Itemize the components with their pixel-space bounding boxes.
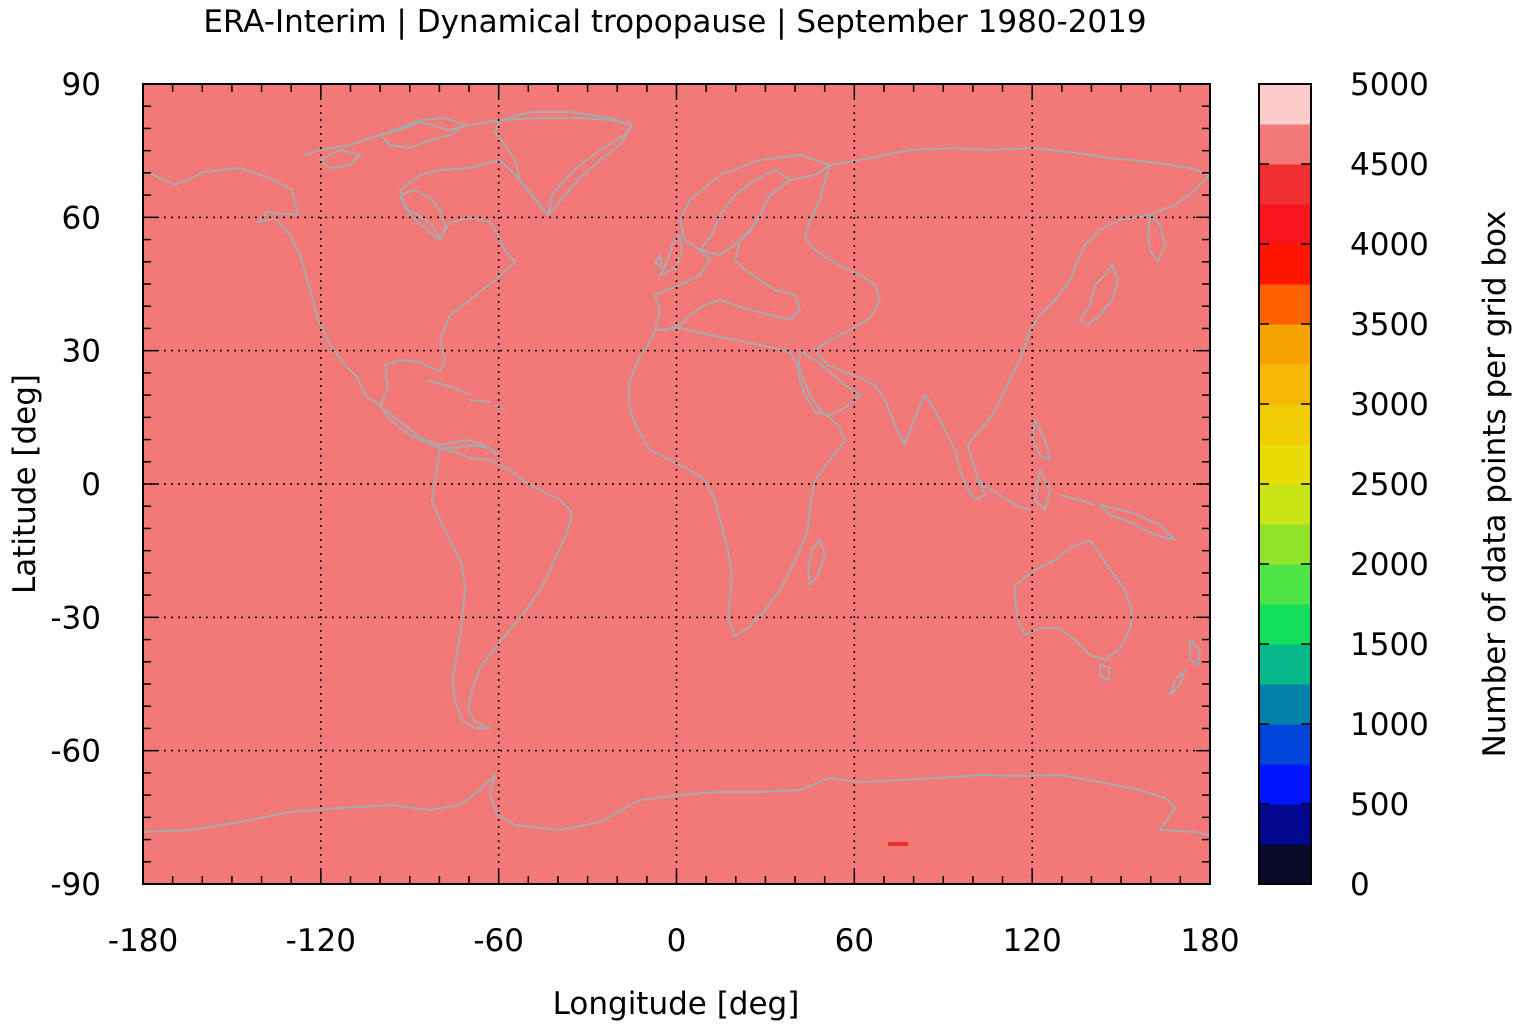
coastline-caribbean	[427, 379, 506, 411]
x-axis-label: Longitude [deg]	[553, 986, 800, 1022]
coastline-kamchatka	[1147, 214, 1166, 263]
coastline-tasmania	[1099, 664, 1111, 681]
colorbar-segment	[1259, 524, 1311, 565]
colorbar-segment	[1259, 84, 1311, 125]
colorbar-tick-label: 3500	[1350, 307, 1429, 343]
colorbar-segment	[1259, 484, 1311, 525]
y-tick-label: -30	[50, 600, 101, 636]
x-tick-label: 0	[667, 923, 687, 959]
colorbar-segment	[1259, 364, 1311, 405]
coastline-se-asia-islands	[974, 419, 1176, 541]
coastline-greenland	[494, 111, 633, 216]
y-axis-label: Latitude [deg]	[7, 374, 43, 594]
coastline-north-america	[142, 117, 633, 456]
x-tick-label: -60	[473, 923, 524, 959]
colorbar-tick-label: 0	[1350, 867, 1370, 903]
y-tick-label: 90	[62, 67, 101, 103]
colorbar-segment	[1259, 204, 1311, 245]
coastline-new-zealand	[1169, 639, 1201, 696]
coastline-japan	[1079, 264, 1119, 326]
colorbar-segment	[1259, 804, 1311, 845]
colorbar-segment	[1259, 244, 1311, 285]
grid-lines	[143, 84, 1210, 884]
colorbar-segment	[1259, 564, 1311, 605]
colorbar-label: Number of data points per grid box	[1477, 211, 1513, 758]
coastline-asia	[804, 147, 1211, 501]
axis-ticks	[142, 83, 1211, 885]
plot-area	[142, 83, 1211, 885]
coastline-australia	[1014, 539, 1133, 661]
colorbar-segment	[1259, 124, 1311, 165]
y-tick-label: 30	[62, 334, 101, 370]
colorbar-segment	[1259, 404, 1311, 445]
colorbar-tick-label: 3000	[1350, 387, 1429, 423]
colorbar	[1259, 84, 1311, 885]
colorbar-segment	[1259, 604, 1311, 645]
colorbar-tick-label: 4500	[1350, 147, 1429, 183]
coastline-antarctica	[142, 774, 1211, 836]
x-tick-label: -180	[108, 923, 178, 959]
x-tick-labels: -180 -120 -60 0 60 120 180	[108, 923, 1240, 959]
coastline-arctic-islands	[319, 117, 466, 169]
colorbar-tick-label: 500	[1350, 787, 1409, 823]
x-tick-label: 180	[1180, 923, 1239, 959]
coastline-south-america	[431, 447, 573, 729]
colorbar-segment	[1259, 324, 1311, 365]
colorbar-tick-label: 2000	[1350, 547, 1429, 583]
colorbar-tick-label: 1000	[1350, 707, 1429, 743]
anomaly-patch	[888, 842, 908, 846]
y-tick-labels: 90 60 30 0 -30 -60 -90	[50, 67, 101, 903]
chart-title: ERA-Interim | Dynamical tropopause | Sep…	[203, 4, 1146, 40]
x-tick-label: 120	[1003, 923, 1062, 959]
colorbar-segment	[1259, 844, 1311, 885]
y-tick-label: 0	[81, 467, 101, 503]
coastline-africa	[627, 327, 846, 637]
colorbar-segment	[1259, 644, 1311, 685]
coastline-madagascar	[807, 539, 826, 586]
colorbar-tick-label: 4000	[1350, 227, 1429, 263]
colorbar-segment	[1259, 724, 1311, 765]
colorbar-segment	[1259, 444, 1311, 485]
x-tick-label: -120	[286, 923, 356, 959]
y-tick-label: 60	[62, 200, 101, 236]
coastlines	[142, 111, 1211, 836]
colorbar-tick-label: 1500	[1350, 627, 1429, 663]
y-tick-label: -60	[50, 734, 101, 770]
x-tick-label: 60	[835, 923, 874, 959]
coastline-arabia	[797, 349, 861, 416]
colorbar-segment	[1259, 684, 1311, 725]
coastline-hudson-bay	[399, 189, 446, 241]
colorbar-segment	[1259, 764, 1311, 805]
colorbar-tick-label: 5000	[1350, 67, 1429, 103]
colorbar-tick-label: 2500	[1350, 467, 1429, 503]
y-tick-label: -90	[50, 867, 101, 903]
colorbar-segment	[1259, 164, 1311, 205]
colorbar-segment	[1259, 284, 1311, 325]
coastline-scandinavia	[699, 169, 791, 256]
